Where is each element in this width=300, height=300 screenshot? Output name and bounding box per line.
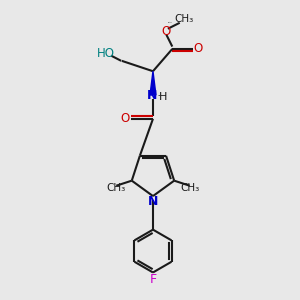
- Text: H: H: [159, 92, 168, 101]
- Text: O: O: [162, 25, 171, 38]
- Text: CH₃: CH₃: [175, 14, 194, 24]
- Text: N: N: [147, 88, 158, 101]
- Text: CH₃: CH₃: [181, 183, 200, 193]
- Text: F: F: [149, 273, 157, 286]
- Polygon shape: [150, 71, 156, 95]
- Text: N: N: [148, 195, 158, 208]
- Text: HO: HO: [96, 47, 114, 60]
- Text: CH₃: CH₃: [106, 183, 125, 193]
- Text: O: O: [194, 42, 203, 56]
- Text: methyl: methyl: [168, 22, 173, 23]
- Text: O: O: [121, 112, 130, 125]
